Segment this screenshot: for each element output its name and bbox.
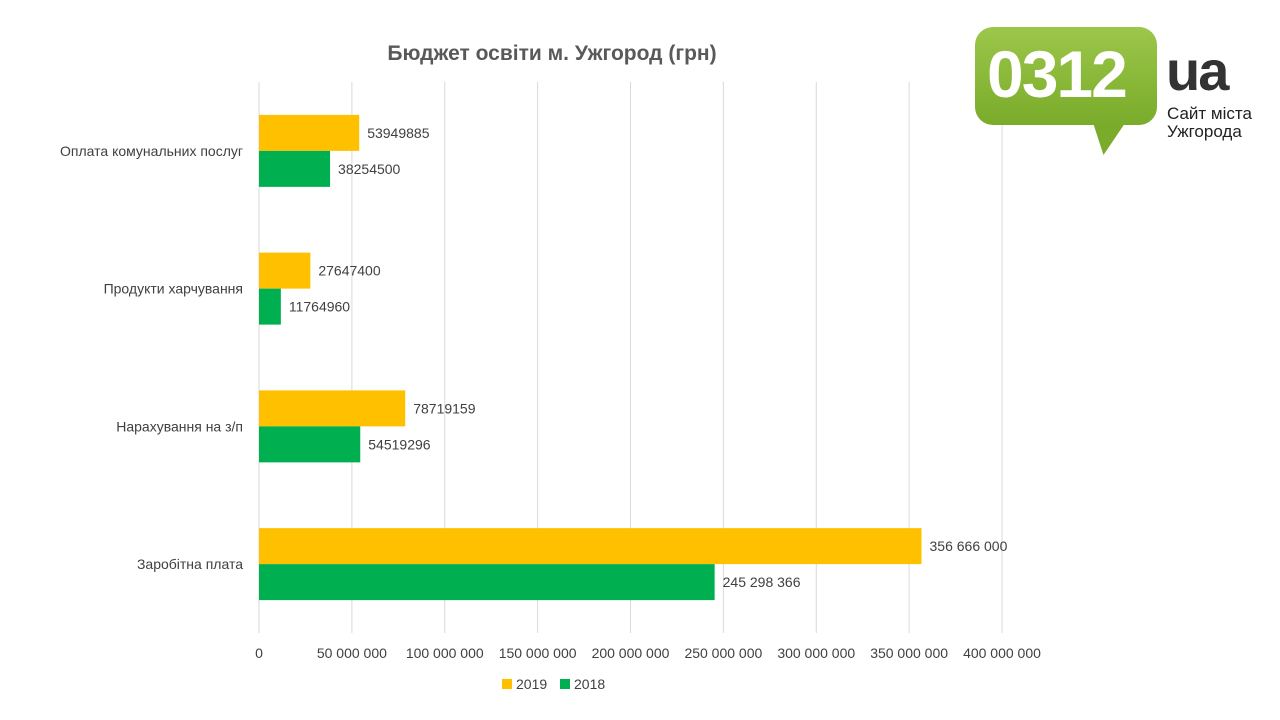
- data-label-2019: 356 666 000: [930, 538, 1008, 554]
- logo-number: 0312: [987, 37, 1128, 111]
- bars: [259, 114, 922, 601]
- legend: 2019 2018: [502, 676, 605, 692]
- x-tick-label: 200 000 000: [592, 645, 670, 661]
- category-label: Нарахування на з/п: [116, 418, 243, 434]
- bar-2019: [259, 252, 311, 289]
- bar-2019: [259, 528, 922, 565]
- data-label-2019: 53949885: [367, 125, 430, 141]
- x-tick-label: 50 000 000: [317, 645, 387, 661]
- bar-2018: [259, 564, 715, 601]
- x-tick-label: 150 000 000: [499, 645, 577, 661]
- category-label: Продукти харчування: [104, 281, 243, 297]
- category-label: Оплата комунальних послуг: [60, 143, 243, 159]
- data-label-2018: 245 298 366: [723, 574, 801, 590]
- x-tick-label: 300 000 000: [777, 645, 855, 661]
- bar-2019: [259, 114, 360, 151]
- logo-tagline-line1: Сайт міста: [1167, 104, 1252, 123]
- data-label-2019: 78719159: [413, 400, 476, 416]
- chart-title: Бюджет освіти м. Ужгород (грн): [387, 42, 716, 65]
- category-label: Заробітна плата: [137, 556, 243, 572]
- x-tick-label: 350 000 000: [870, 645, 948, 661]
- logo-tagline: Сайт міста Ужгорода: [1167, 105, 1267, 141]
- logo-bubble: [975, 27, 1157, 125]
- data-label-2018: 38254500: [338, 161, 401, 177]
- category-labels: Оплата комунальних послуг Продукти харчув…: [60, 143, 243, 572]
- legend-label-2018: 2018: [574, 676, 605, 692]
- x-tick-label: 100 000 000: [406, 645, 484, 661]
- data-label-2018: 54519296: [368, 436, 431, 452]
- bar-2018: [259, 426, 361, 463]
- x-tick-label: 250 000 000: [684, 645, 762, 661]
- x-tick-label: 0: [255, 645, 263, 661]
- bar-2018: [259, 288, 281, 325]
- logo-tagline-line2: Ужгорода: [1167, 122, 1242, 141]
- x-axis-ticks: 0 50 000 000 100 000 000 150 000 000 200 000…: [255, 645, 1041, 661]
- logo-domain: ua: [1166, 39, 1229, 102]
- data-labels: 53949885 38254500 27647400 11764960 78719159…: [289, 125, 1008, 590]
- bar-2019: [259, 390, 406, 427]
- data-label-2018: 11764960: [289, 299, 350, 315]
- bar-2018: [259, 150, 331, 187]
- legend-swatch-2019: [502, 679, 512, 689]
- legend-label-2019: 2019: [516, 676, 547, 692]
- x-tick-label: 400 000 000: [963, 645, 1041, 661]
- data-label-2019: 27647400: [318, 263, 381, 279]
- site-logo[interactable]: 0312 ua Сайт міста Ужгорода: [975, 27, 1265, 162]
- legend-swatch-2018: [560, 679, 570, 689]
